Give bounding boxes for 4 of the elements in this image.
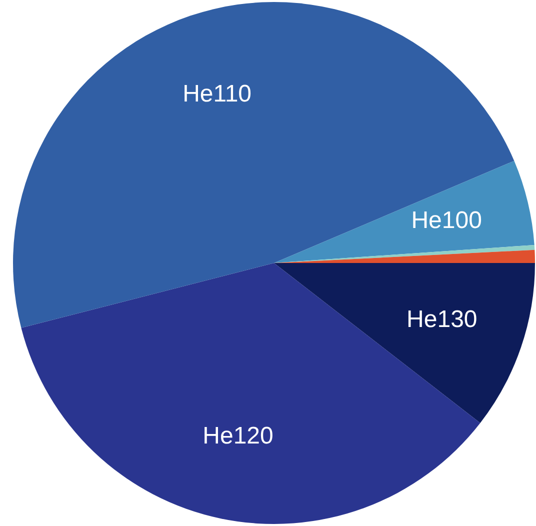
slice-label: He110 — [182, 80, 252, 108]
slice-label: He130 — [406, 306, 478, 334]
slice-label: He100 — [411, 207, 482, 234]
slice-label: He120 — [202, 422, 274, 450]
